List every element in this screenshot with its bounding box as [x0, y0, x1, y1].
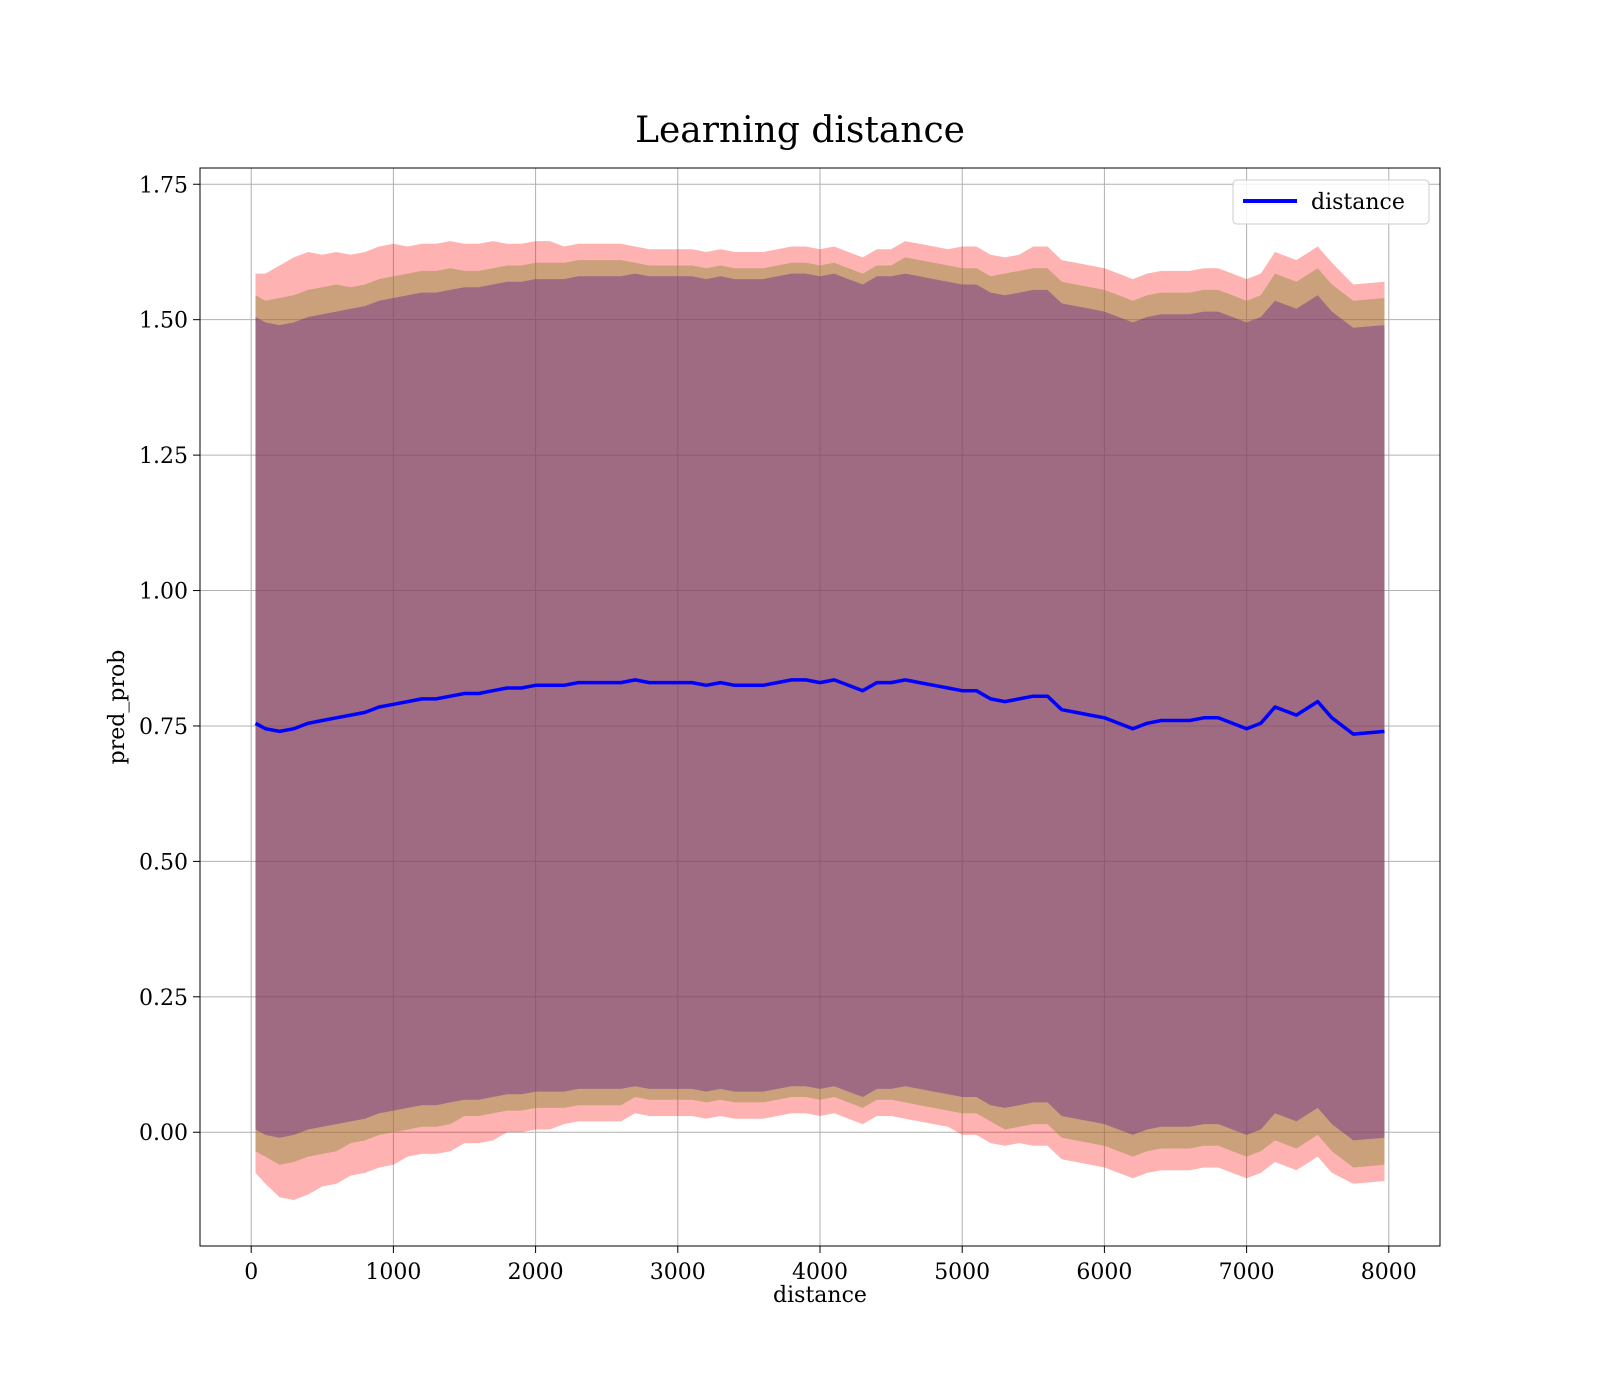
y-tick-label: 1.75: [139, 173, 188, 198]
y-tick-label: 0.00: [139, 1121, 188, 1146]
legend-entry-distance: distance: [1311, 190, 1405, 215]
x-tick-label: 5000: [934, 1260, 990, 1285]
series-lines: [254, 678, 1385, 736]
x-axis-ticks: 0 1000 2000 3000 4000 5000 6000 7000 8000: [244, 1246, 1417, 1285]
legend: distance: [1232, 179, 1430, 225]
band-mid: [255, 257, 1385, 1168]
x-tick-label: 8000: [1361, 1260, 1417, 1285]
y-axis-ticks: 0.00 0.25 0.50 0.75 1.00 1.25 1.50 1.75: [139, 173, 200, 1146]
y-axis-label: pred_prob: [105, 650, 130, 765]
confidence-bands: [255, 241, 1385, 1201]
band-outer: [255, 241, 1385, 1201]
y-tick-label: 0.75: [139, 715, 188, 740]
y-tick-label: 0.25: [139, 986, 188, 1011]
x-tick-label: 1000: [365, 1260, 421, 1285]
x-tick-label: 0: [244, 1260, 258, 1285]
x-tick-label: 6000: [1076, 1260, 1132, 1285]
x-tick-label: 4000: [792, 1260, 848, 1285]
x-tick-label: 3000: [650, 1260, 706, 1285]
x-tick-label: 2000: [508, 1260, 564, 1285]
y-tick-label: 0.50: [139, 850, 188, 875]
x-axis-label: distance: [773, 1283, 867, 1308]
y-tick-label: 1.00: [139, 580, 188, 605]
series-line-distance: [254, 678, 1385, 736]
y-tick-label: 1.50: [139, 309, 188, 334]
y-tick-label: 1.25: [139, 444, 188, 469]
chart-title: Learning distance: [635, 110, 965, 151]
grid: [200, 168, 1440, 1246]
legend-box: [1232, 179, 1430, 225]
x-tick-label: 7000: [1219, 1260, 1275, 1285]
band-inner: [255, 273, 1385, 1141]
